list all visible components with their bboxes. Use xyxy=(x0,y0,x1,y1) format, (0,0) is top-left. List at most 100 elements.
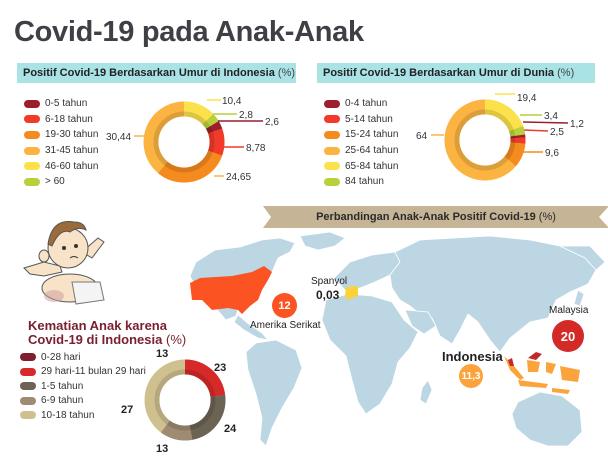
legend-label: 0-4 tahun xyxy=(345,98,388,110)
legend-label: 15-24 tahun xyxy=(345,129,399,141)
indonesia-label: Indonesia xyxy=(442,349,503,364)
death-label-0-28: 13 xyxy=(156,348,168,360)
indonesia-legend: 0-5 tahun 6-18 tahun 19-30 tahun 31-45 t… xyxy=(24,96,98,190)
swatch-icon xyxy=(324,162,340,171)
legend-item: 65-84 tahun xyxy=(324,158,398,174)
indonesia-label-46-60: 10,4 xyxy=(222,96,242,107)
legend-label: 6-9 tahun xyxy=(41,395,84,407)
legend-label: 0-28 hari xyxy=(41,351,81,363)
death-legend: 0-28 hari 29 hari-11 bulan 29 hari 1-5 t… xyxy=(20,350,146,423)
legend-label: 65-84 tahun xyxy=(345,160,399,172)
swatch-icon xyxy=(20,382,36,391)
baby-illustration-icon xyxy=(23,220,105,305)
indonesia-label-6-18: 8,78 xyxy=(246,143,266,154)
world-section-title: Positif Covid-19 Berdasarkan Umur di Dun… xyxy=(323,67,555,79)
legend-item: 0-5 tahun xyxy=(24,96,98,112)
legend-item: 0-28 hari xyxy=(20,350,146,365)
legend-label: 0-5 tahun xyxy=(45,98,88,110)
page-title: Covid-19 pada Anak-Anak xyxy=(14,16,364,48)
legend-label: 46-60 tahun xyxy=(45,160,99,172)
indonesia-label-31-45: 30,44 xyxy=(106,132,131,143)
swatch-icon xyxy=(324,99,340,108)
indonesia-highlight xyxy=(504,356,580,394)
legend-item: 6-9 tahun xyxy=(20,394,146,409)
map-banner-ribbon xyxy=(263,206,608,228)
death-section-title: Kematian Anak karena Covid-19 di Indones… xyxy=(28,319,186,347)
swatch-icon xyxy=(20,411,36,420)
legend-item: 19-30 tahun xyxy=(24,127,98,143)
legend-item: 31-45 tahun xyxy=(24,143,98,159)
world-legend: 0-4 tahun 5-14 tahun 15-24 tahun 25-64 t… xyxy=(324,96,398,190)
death-label-29hari: 23 xyxy=(214,362,226,374)
world-label-0-4: 1,2 xyxy=(570,119,584,130)
usa-value-bubble: 12 xyxy=(272,293,297,318)
swatch-icon xyxy=(24,130,40,139)
swatch-icon xyxy=(24,115,40,124)
malaysia-label: Malaysia xyxy=(549,305,589,316)
indonesia-donut: 10,4 2,8 2,6 8,78 24,65 30,44 xyxy=(106,96,279,183)
swatch-icon xyxy=(24,99,40,108)
legend-label: 19-30 tahun xyxy=(45,129,99,141)
spain-label: Spanyol xyxy=(311,276,348,287)
swatch-icon xyxy=(324,177,340,186)
legend-item: 46-60 tahun xyxy=(24,158,98,174)
malaysia-value-bubble: 20 xyxy=(552,320,584,352)
legend-item: > 60 xyxy=(24,174,98,190)
legend-item: 5-14 tahun xyxy=(324,112,398,128)
death-label-10-18: 27 xyxy=(121,404,133,416)
legend-label: 25-64 tahun xyxy=(345,145,399,157)
swatch-icon xyxy=(20,396,36,405)
usa-label: Amerika Serikat xyxy=(250,320,321,331)
world-label-84: 3,4 xyxy=(544,111,558,122)
world-label-65-84: 19,4 xyxy=(517,93,537,104)
swatch-icon xyxy=(24,146,40,155)
swatch-icon xyxy=(24,177,40,186)
legend-label: 6-18 tahun xyxy=(45,113,93,125)
world-section-header: Positif Covid-19 Berdasarkan Umur di Dun… xyxy=(317,63,595,83)
legend-label: > 60 xyxy=(45,176,65,188)
map-title-text: Perbandingan Anak-Anak Positif Covid-19 xyxy=(316,211,536,223)
legend-label: 10-18 tahun xyxy=(41,409,95,421)
world-section-unit: (%) xyxy=(557,67,575,79)
death-title-line1: Kematian Anak karena xyxy=(28,318,167,333)
world-label-25-64: 64 xyxy=(416,131,428,142)
indonesia-label-0-5: 2,6 xyxy=(265,117,279,128)
legend-item: 25-64 tahun xyxy=(324,143,398,159)
swatch-icon xyxy=(20,367,36,376)
swatch-icon xyxy=(24,162,40,171)
legend-item: 0-4 tahun xyxy=(324,96,398,112)
legend-item: 29 hari-11 bulan 29 hari xyxy=(20,365,146,380)
swatch-icon xyxy=(324,115,340,124)
spain-value: 0,03 xyxy=(316,288,340,302)
legend-label: 29 hari-11 bulan 29 hari xyxy=(41,366,146,378)
legend-item: 84 tahun xyxy=(324,174,398,190)
usa-highlight xyxy=(190,266,272,314)
indonesia-section-header: Positif Covid-19 Berdasarkan Umur di Ind… xyxy=(17,63,296,83)
death-donut: 13 23 24 13 27 xyxy=(121,348,237,455)
indonesia-value-bubble: 11,3 xyxy=(459,364,483,388)
legend-label: 5-14 tahun xyxy=(345,113,393,125)
legend-label: 31-45 tahun xyxy=(45,145,99,157)
legend-label: 1-5 tahun xyxy=(41,380,84,392)
indonesia-label-19-30: 24,65 xyxy=(226,172,251,183)
death-title-line2: Covid-19 di Indonesia xyxy=(28,332,163,347)
malaysia-highlight xyxy=(528,352,542,360)
world-label-15-24: 9,6 xyxy=(545,148,559,159)
legend-item: 6-18 tahun xyxy=(24,112,98,128)
death-label-6-9: 13 xyxy=(156,443,168,455)
spain-highlight xyxy=(345,286,358,300)
indonesia-section-unit: (%) xyxy=(277,67,296,79)
world-donut: 19,4 3,4 1,2 2,5 9,6 64 xyxy=(416,93,584,181)
swatch-icon xyxy=(324,130,340,139)
death-title-unit: (%) xyxy=(165,332,187,347)
legend-item: 1-5 tahun xyxy=(20,379,146,394)
swatch-icon xyxy=(20,353,36,362)
legend-item: 15-24 tahun xyxy=(324,127,398,143)
legend-item: 10-18 tahun xyxy=(20,408,146,423)
death-label-1-5: 24 xyxy=(224,423,237,435)
map-section-title: Perbandingan Anak-Anak Positif Covid-19 … xyxy=(263,206,608,228)
map-title-unit: (%) xyxy=(538,211,556,223)
legend-label: 84 tahun xyxy=(345,176,384,188)
